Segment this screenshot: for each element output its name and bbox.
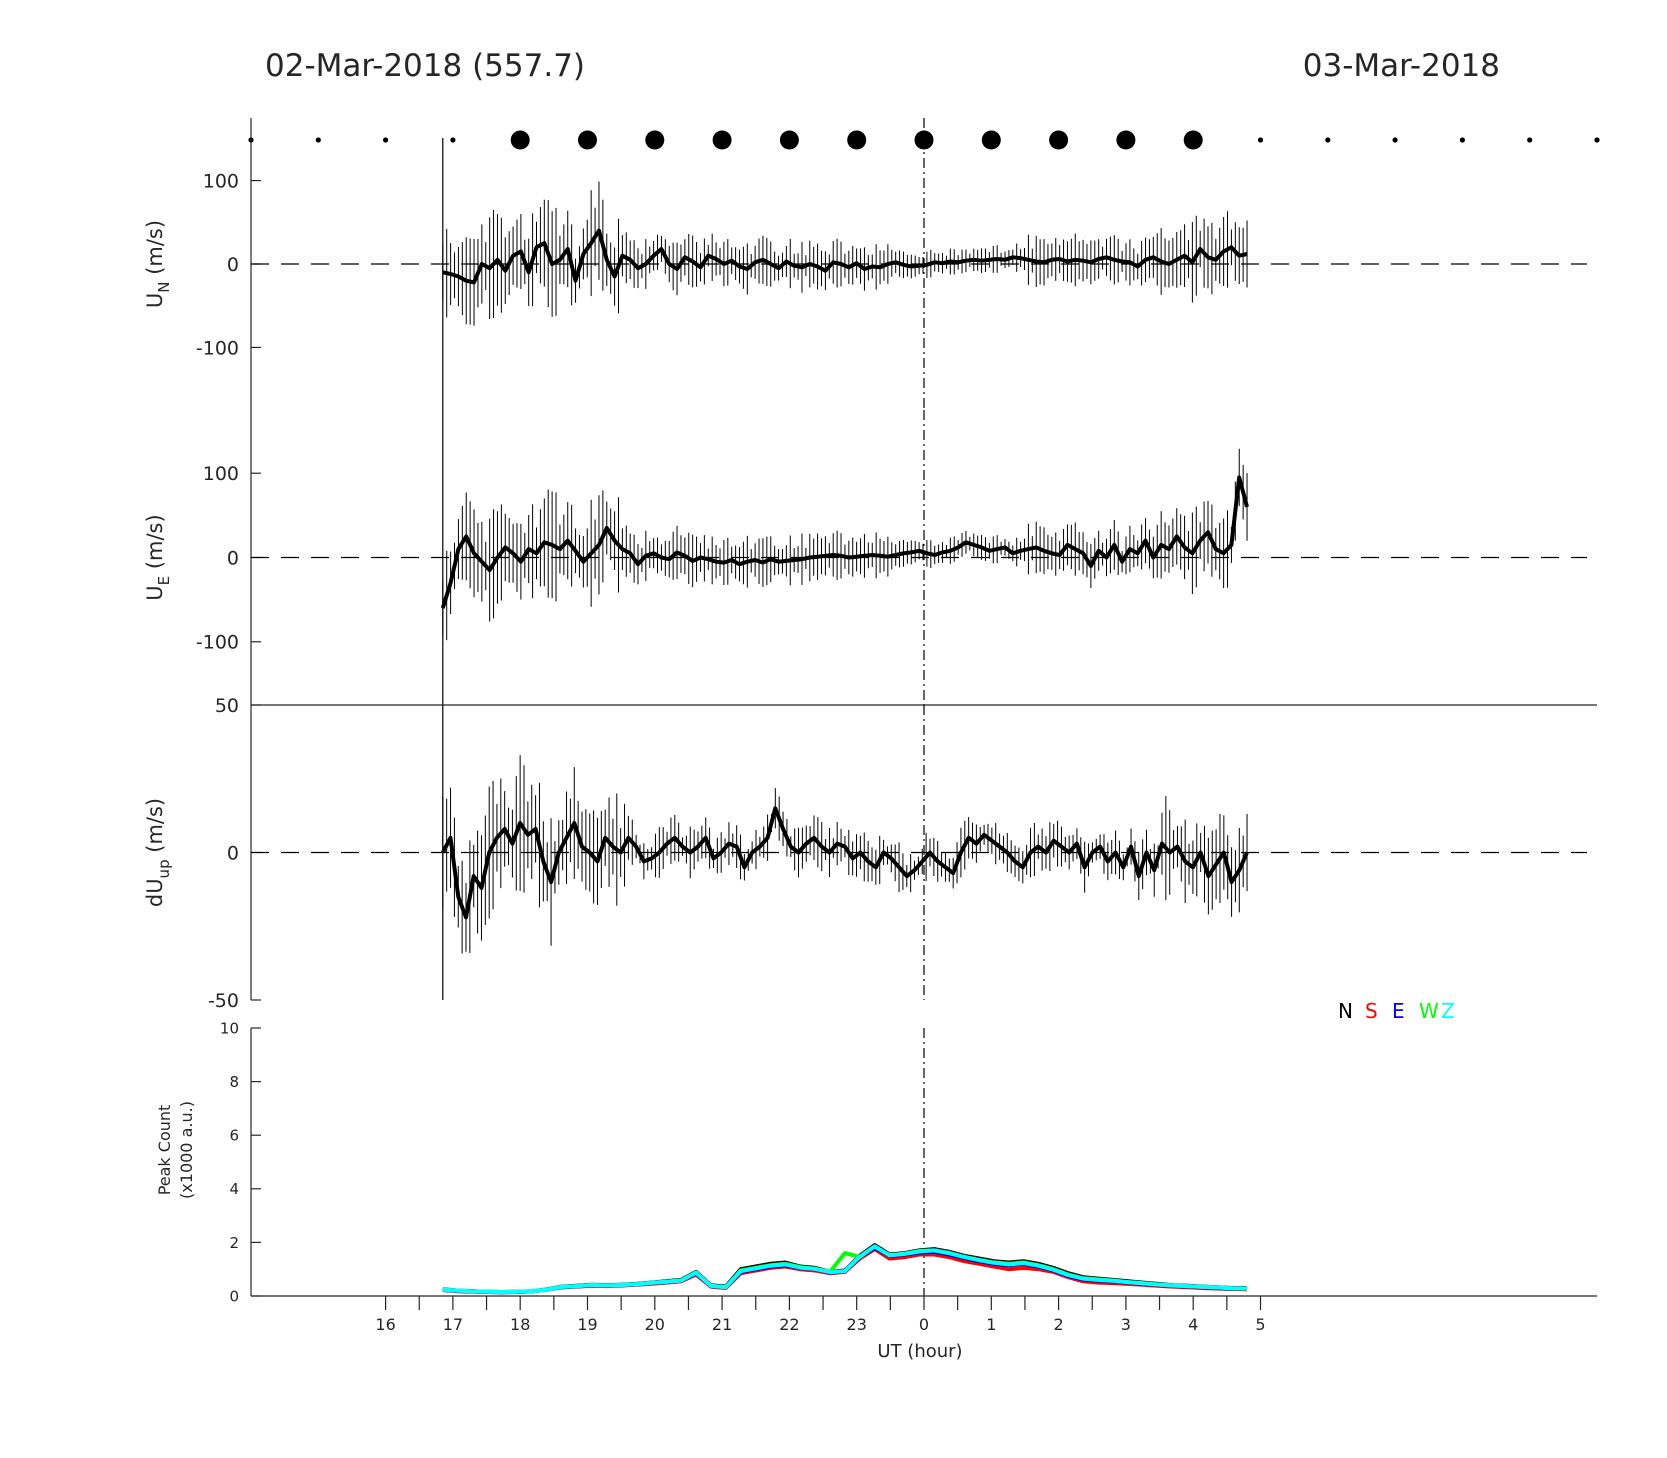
y-axis-label-peak: Peak Count <box>155 1105 174 1196</box>
x-tick-label: 19 <box>577 1315 597 1334</box>
sky-dot-small <box>1459 137 1465 143</box>
x-tick-label: 3 <box>1121 1315 1131 1334</box>
series-line-dup <box>441 806 1249 920</box>
sky-dot-large <box>1049 130 1069 150</box>
y-tick-label-ue: 100 <box>203 463 239 485</box>
legend-entry-Z: Z <box>1441 999 1455 1023</box>
sky-dot-small <box>1527 137 1533 143</box>
sky-dot-large <box>645 130 665 150</box>
sky-dot-large <box>1116 130 1136 150</box>
x-axis-label: UT (hour) <box>877 1341 962 1362</box>
y-tick-label-un: 100 <box>203 170 239 192</box>
y-tick-label-peak: 0 <box>229 1287 239 1305</box>
panel-vertical-wind: -50 0 50 dUup (m/s) <box>143 695 1597 1012</box>
y-tick-label-peak: 6 <box>229 1127 239 1145</box>
sky-dot-small <box>1594 137 1600 143</box>
error-bars-un <box>442 138 1248 410</box>
x-axis: 16 17 18 19 20 21 22 23 0 1 2 3 4 5 <box>251 1295 1597 1334</box>
x-tick-label: 1 <box>986 1315 996 1334</box>
y-tick-label-dup: -50 <box>208 990 239 1012</box>
x-tick-label: 2 <box>1054 1315 1064 1334</box>
y-tick-label-ue: 0 <box>227 547 239 569</box>
x-tick-label: 4 <box>1188 1315 1198 1334</box>
y-tick-label-un: 0 <box>227 254 239 276</box>
y-tick-label-dup: 0 <box>227 842 239 864</box>
x-tick-label: 18 <box>510 1315 530 1334</box>
sky-dot-large <box>578 130 597 150</box>
sky-dot-large <box>510 130 530 150</box>
series-line-un <box>442 228 1248 285</box>
legend-entry-N: N <box>1338 999 1353 1023</box>
sky-dot-large <box>712 130 732 150</box>
series-line-Z <box>442 1244 1248 1294</box>
sky-dot-small <box>1392 137 1398 143</box>
x-tick-label: 16 <box>375 1315 395 1334</box>
y-tick-label-peak: 8 <box>229 1073 239 1091</box>
x-tick-label: 22 <box>779 1315 799 1334</box>
panel-peak-count: 0 2 4 6 8 10 Peak Count (x1000 a.u.) N S E W Z <box>155 999 1455 1305</box>
sky-dots-row <box>248 130 1600 150</box>
sky-dot-large <box>981 130 1001 150</box>
sky-dot-small <box>383 137 389 143</box>
y-axis-label-un: UN (m/s) <box>143 220 173 308</box>
sky-dot-small <box>1325 137 1331 143</box>
y-axis-label-ue: UE (m/s) <box>143 514 173 600</box>
y-tick-label-un: -100 <box>196 337 239 359</box>
right-date-title: 03-Mar-2018 <box>1303 48 1500 84</box>
sky-dot-large <box>847 130 867 150</box>
legend-entry-E: E <box>1392 999 1405 1023</box>
sky-dot-small <box>450 137 456 143</box>
legend-entry-W: W <box>1419 999 1439 1023</box>
y-tick-label-peak: 2 <box>229 1234 239 1252</box>
x-tick-label: 20 <box>645 1315 665 1334</box>
x-tick-label: 21 <box>712 1315 732 1334</box>
sky-dot-small <box>1257 137 1264 143</box>
sky-dot-large <box>1183 130 1203 150</box>
y-tick-label-dup: 50 <box>215 695 239 717</box>
y-axis-label-dup: dUup (m/s) <box>143 798 173 907</box>
left-date-title: 02-Mar-2018 (557.7) <box>265 48 585 84</box>
sky-dot-small <box>315 137 321 143</box>
series-line-ue <box>440 475 1249 609</box>
panel-north-wind: -100 0 100 UN (m/s) <box>143 118 1587 410</box>
sky-dot-large <box>779 130 799 150</box>
x-tick-label: 23 <box>847 1315 867 1334</box>
x-tick-label: 5 <box>1255 1315 1265 1334</box>
y-tick-label-ue: -100 <box>196 632 239 654</box>
y-tick-label-peak: 10 <box>220 1019 239 1037</box>
legend-entry-S: S <box>1365 999 1378 1023</box>
y-tick-label-peak: 4 <box>229 1180 239 1198</box>
y-axis-label-line2-peak: (x1000 a.u.) <box>177 1101 196 1199</box>
x-tick-label: 17 <box>443 1315 463 1334</box>
x-tick-label: 0 <box>919 1315 929 1334</box>
panel-east-wind: -100 0 100 UE (m/s) <box>143 410 1587 705</box>
